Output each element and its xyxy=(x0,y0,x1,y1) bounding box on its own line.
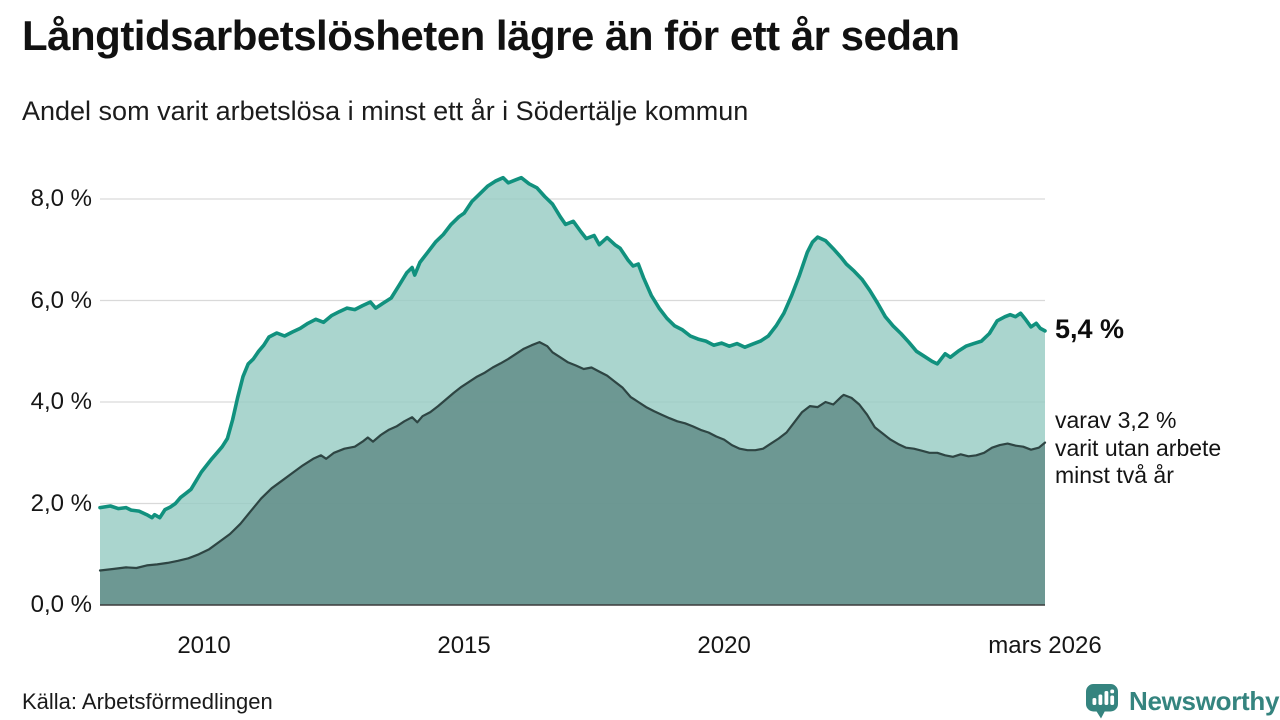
y-tick-label: 8,0 % xyxy=(30,185,92,212)
x-tick-label: 2010 xyxy=(177,632,231,659)
y-tick-label: 2,0 % xyxy=(30,489,92,517)
secondary-series-label: varav 3,2 % varit utan arbete minst två … xyxy=(1055,407,1222,488)
x-tick-label: 2015 xyxy=(437,632,491,659)
page-subtitle: Andel som varit arbetslösa i minst ett å… xyxy=(22,96,749,126)
newsworthy-icon xyxy=(1086,683,1118,718)
line-total xyxy=(98,175,1047,520)
source-note: Källa: Arbetsförmedlingen xyxy=(22,689,273,714)
y-tick-label: 0,0 % xyxy=(30,591,92,618)
page-title: Långtidsarbetslösheten lägre än för ett … xyxy=(22,12,960,59)
x-tick-label: 2020 xyxy=(697,632,751,659)
y-tick-label: 6,0 % xyxy=(30,286,92,314)
y-tick-label: 4,0 % xyxy=(30,388,92,415)
x-tick-label: mars 2026 xyxy=(988,632,1102,659)
newsworthy-wordmark: Newsworthy xyxy=(1129,685,1280,716)
newsworthy-logo: Newsworthy xyxy=(1083,683,1279,719)
latest-value-label: 5,4 % xyxy=(1055,314,1125,344)
line-two-year xyxy=(98,341,1047,572)
